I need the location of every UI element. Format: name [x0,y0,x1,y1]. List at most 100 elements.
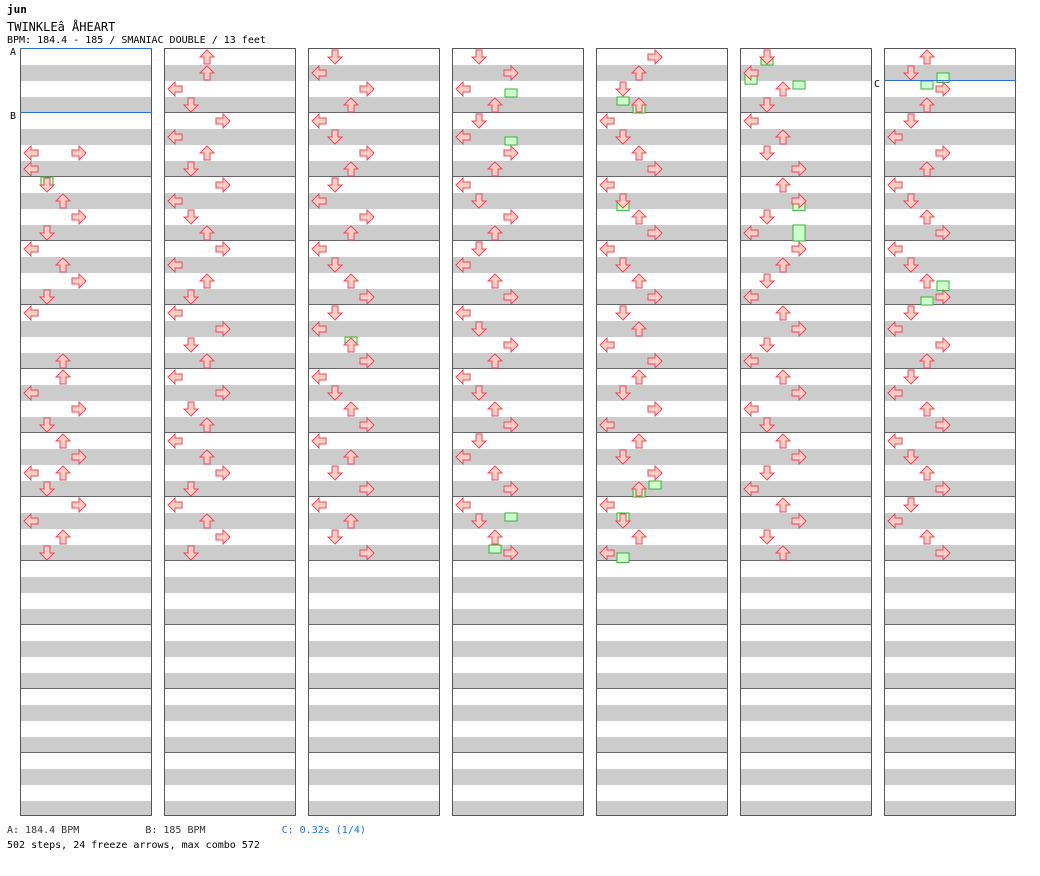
freeze-arrow [792,80,806,90]
arrow-left-icon [167,80,183,98]
notes-layer [599,48,663,564]
arrow-down-icon [326,257,344,273]
arrow-right-icon [647,48,663,66]
arrow-up-icon [774,497,792,513]
measure-line [597,304,727,305]
arrow-right-icon [503,208,519,226]
arrow-down-icon [758,417,776,433]
measure-line [453,688,583,689]
measure-line [21,304,151,305]
arrow-left-icon [599,496,615,514]
arrow-left-icon [455,176,471,194]
arrow-up-icon [918,49,936,65]
arrow-down-icon [470,241,488,257]
measure-line [885,624,1015,625]
bpm-change-line [20,48,152,49]
arrow-down-icon [38,417,56,433]
arrow-up-icon [486,353,504,369]
measure-line [165,752,295,753]
arrow-left-icon [599,336,615,354]
measure-line [165,304,295,305]
arrow-up-icon [54,433,72,449]
arrow-right-icon [71,496,87,514]
arrow-left-icon [311,64,327,82]
arrow-right-icon [71,448,87,466]
measure-line [597,432,727,433]
arrow-up-icon [630,321,648,337]
measure-line [165,688,295,689]
arrow-right-icon [359,352,375,370]
measure-line [597,496,727,497]
arrow-right-icon [503,544,519,562]
measure-line [885,496,1015,497]
freeze-arrow [920,296,934,306]
arrow-left-icon [743,64,759,82]
arrow-down-icon [470,193,488,209]
stop-c-label: C: 0.32s (1/4) [281,825,366,836]
arrow-left-icon [599,240,615,258]
measure-line [453,112,583,113]
arrow-right-icon [791,192,807,210]
arrow-up-icon [342,449,360,465]
measure-line [21,688,151,689]
arrow-up-icon [630,433,648,449]
arrow-down-icon [470,513,488,529]
arrow-left-icon [743,288,759,306]
arrow-right-icon [215,112,231,130]
arrow-right-icon [359,288,375,306]
arrow-left-icon [23,144,39,162]
measure-line [309,432,439,433]
arrow-left-icon [311,432,327,450]
arrow-right-icon [935,416,951,434]
arrow-up-icon [774,369,792,385]
measure-line [309,496,439,497]
measure-line [597,240,727,241]
arrow-up-icon [774,545,792,561]
measure-line [885,752,1015,753]
arrow-up-icon [918,401,936,417]
arrow-left-icon [167,432,183,450]
arrow-down-icon [902,449,920,465]
freeze-arrow [504,88,518,98]
arrow-up-icon [198,65,216,81]
arrow-up-icon [630,529,648,545]
arrow-left-icon [167,368,183,386]
arrow-right-icon [71,208,87,226]
measure-line [885,688,1015,689]
arrow-up-icon [54,193,72,209]
arrow-right-icon [647,288,663,306]
arrow-down-icon [758,97,776,113]
arrow-down-icon [902,257,920,273]
arrow-up-icon [198,273,216,289]
arrow-left-icon [23,464,39,482]
arrow-right-icon [71,400,87,418]
arrow-down-icon [902,65,920,81]
measure-line [21,432,151,433]
measure-line [21,752,151,753]
arrow-left-icon [887,128,903,146]
arrow-up-icon [486,161,504,177]
arrow-right-icon [71,144,87,162]
arrow-right-icon [359,480,375,498]
arrow-left-icon [455,80,471,98]
measure-line [21,496,151,497]
arrow-up-icon [918,465,936,481]
arrow-down-icon [614,81,632,97]
arrow-down-icon [902,113,920,129]
arrow-left-icon [23,304,39,322]
arrow-left-icon [887,176,903,194]
measure-line [885,368,1015,369]
arrow-down-icon [614,257,632,273]
arrow-up-icon [918,161,936,177]
measure-line [453,304,583,305]
arrow-up-icon [54,257,72,273]
freeze-arrow [616,552,630,564]
arrow-right-icon [71,272,87,290]
arrow-left-icon [455,368,471,386]
bpm-marker-a: A [10,47,17,58]
arrow-right-icon [647,160,663,178]
arrow-down-icon [614,305,632,321]
measure-line [597,176,727,177]
arrow-left-icon [599,544,615,562]
arrow-up-icon [918,273,936,289]
